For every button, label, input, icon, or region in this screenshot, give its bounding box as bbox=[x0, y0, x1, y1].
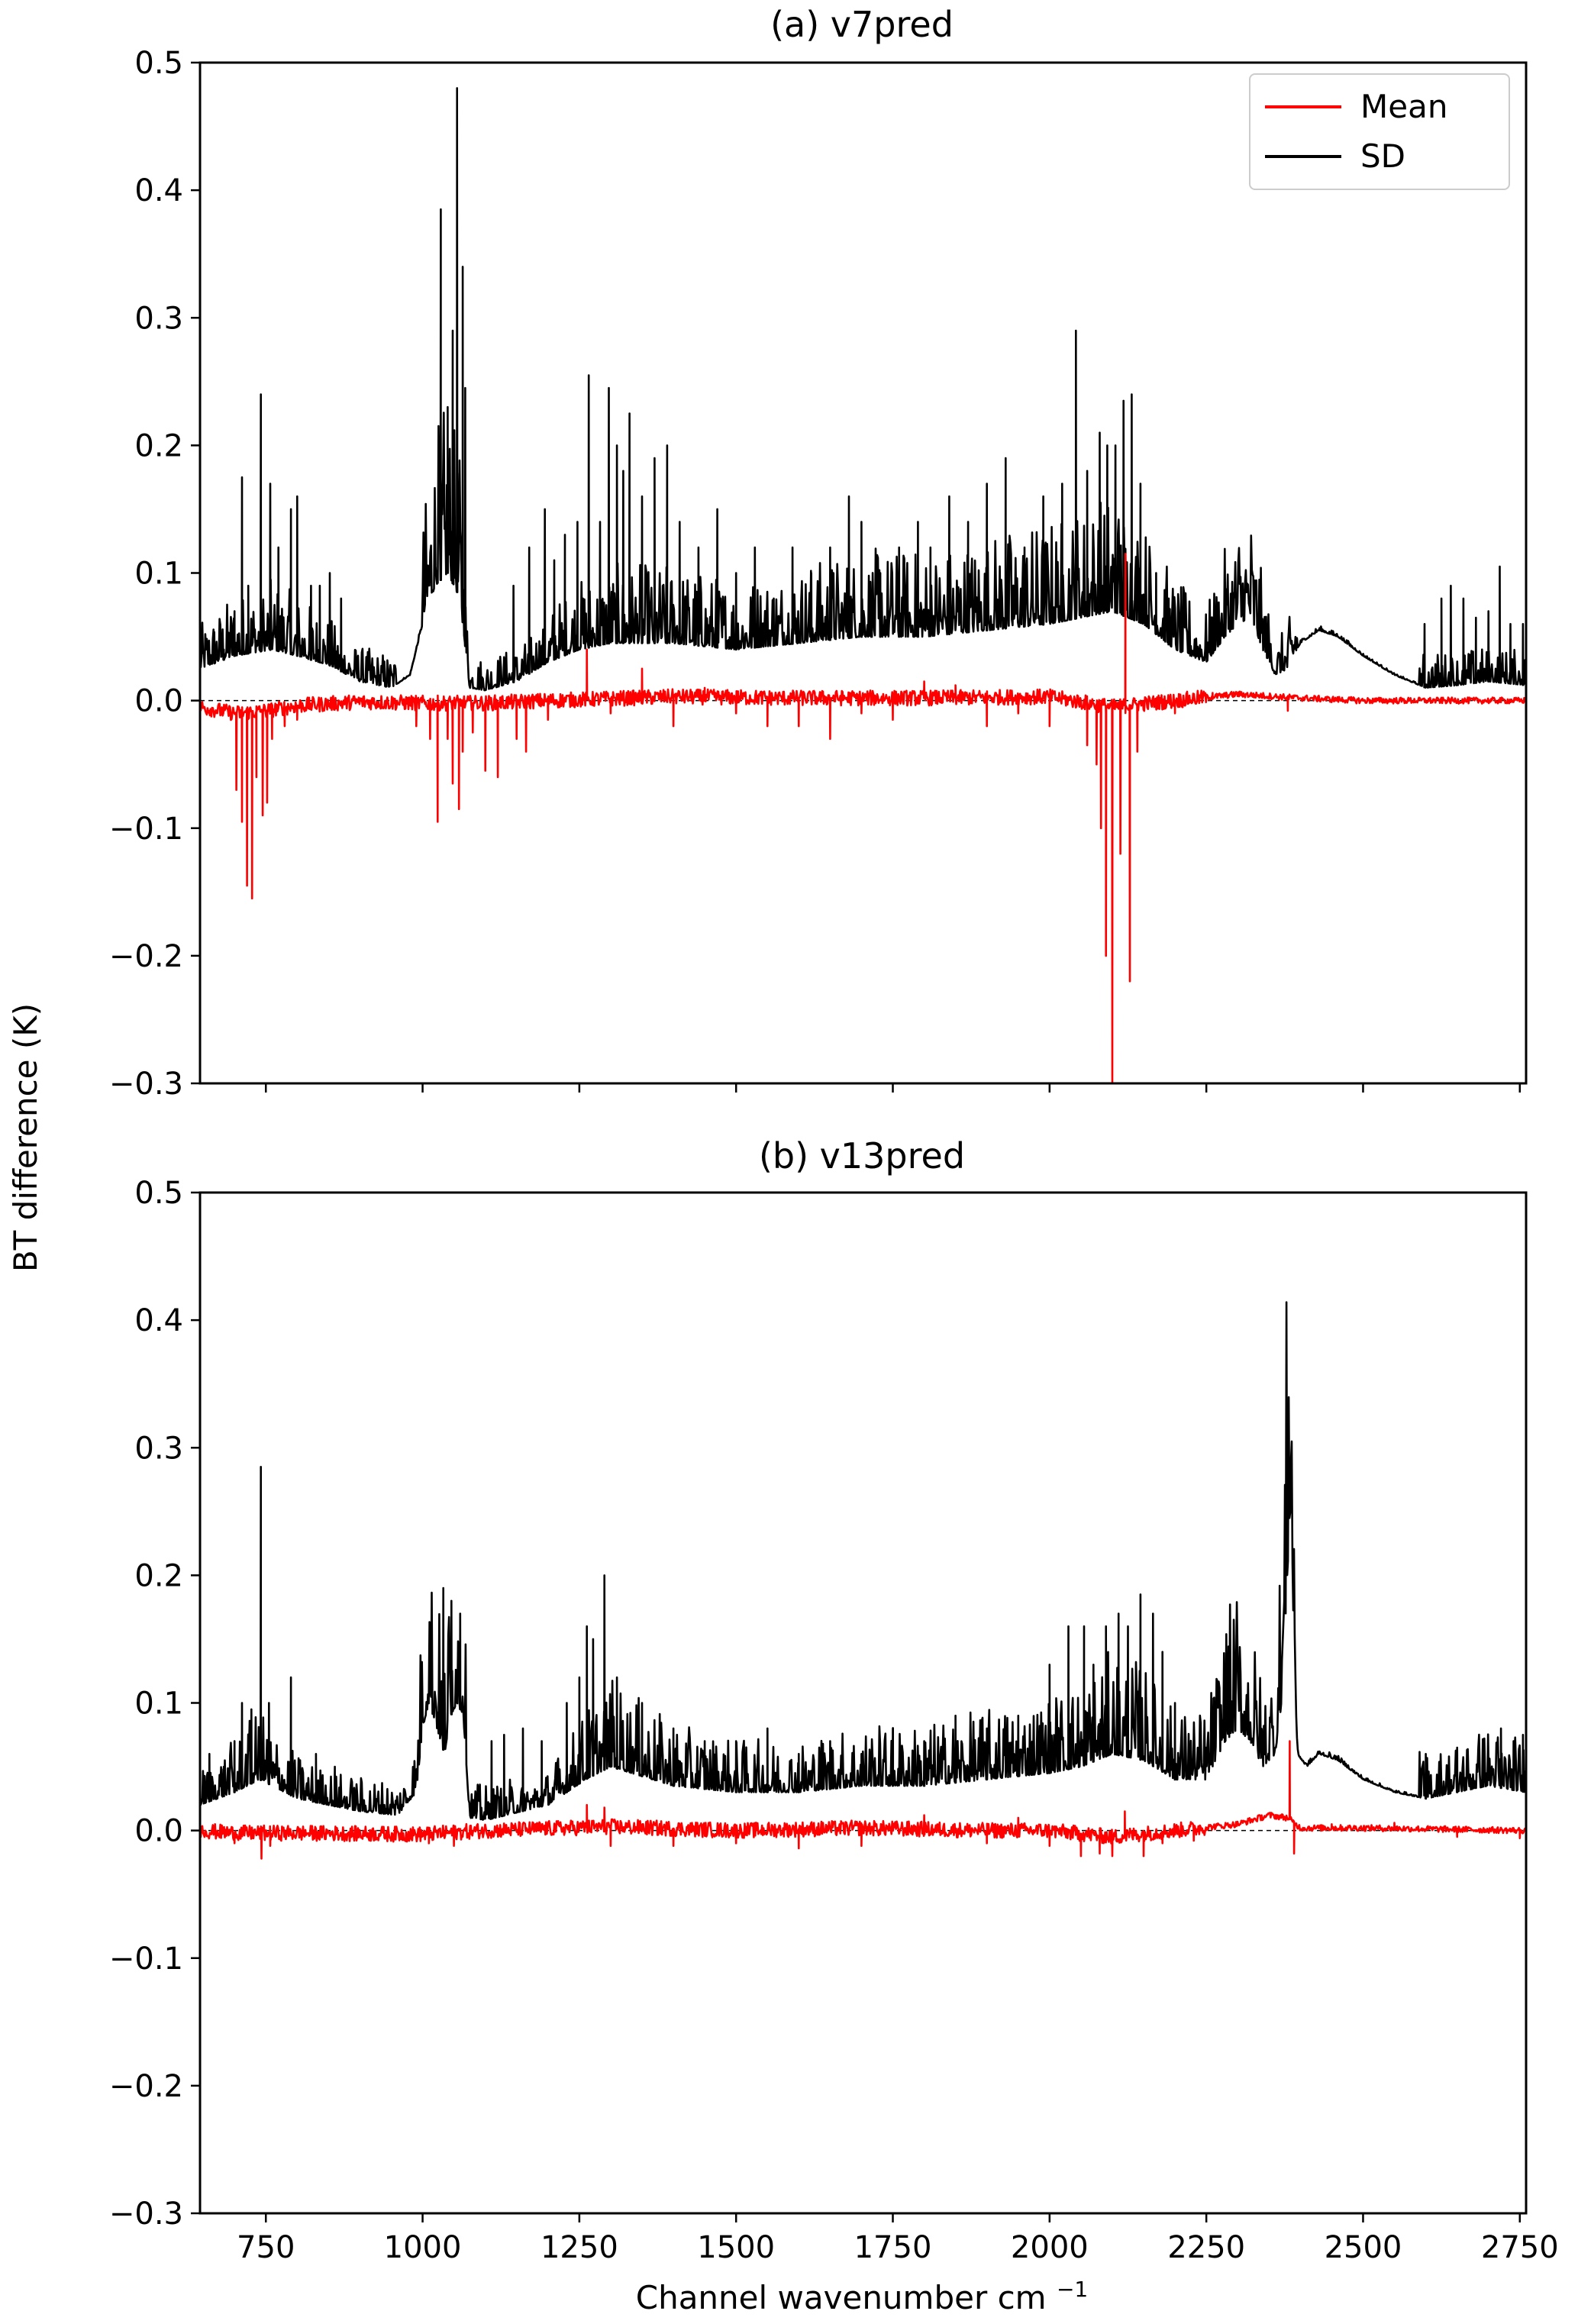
y-tick-label: 0.0 bbox=[134, 1814, 183, 1849]
y-tick-label: 0.5 bbox=[134, 1176, 183, 1211]
y-tick-label: −0.3 bbox=[109, 1067, 183, 1102]
y-tick-label: 0.1 bbox=[134, 557, 183, 592]
y-tick-label: −0.3 bbox=[109, 2197, 183, 2232]
legend-sd-label: SD bbox=[1360, 137, 1405, 175]
y-tick-label: 0.3 bbox=[134, 1431, 183, 1466]
x-tick-label: 1500 bbox=[697, 2230, 775, 2265]
panel-a-title: (a) v7pred bbox=[770, 4, 954, 45]
panel-a-frame bbox=[198, 61, 1528, 1085]
series-sd-line bbox=[200, 1301, 1526, 1821]
x-tick-label: 2500 bbox=[1325, 2230, 1402, 2265]
panel-b-title: (b) v13pred bbox=[759, 1135, 965, 1177]
x-axis-title: Channel wavenumber cm −1 bbox=[636, 2277, 1088, 2316]
x-tick-label: 2250 bbox=[1167, 2230, 1245, 2265]
y-tick-label: −0.1 bbox=[109, 1942, 183, 1977]
x-tick-label: 1000 bbox=[384, 2230, 462, 2265]
panel-b-frame bbox=[198, 1191, 1528, 2215]
x-tick-label: 750 bbox=[237, 2230, 295, 2265]
legend: Mean SD bbox=[1249, 73, 1510, 190]
y-tick-label: 0.0 bbox=[134, 684, 183, 719]
series-mean-line bbox=[200, 1740, 1526, 1860]
panel-a-ticks: −0.3 −0.2 −0.1 0.0 0.1 0.2 0.3 0.4 0.5 bbox=[109, 46, 1522, 1102]
x-tick-label: 1750 bbox=[854, 2230, 932, 2265]
panel-b: (b) v13pred −0.3 −0.2 −0.1 0.0 0.1 0.2 0.3 0.4 0… bbox=[109, 1135, 1559, 2265]
y-axis-title: BT difference (K) bbox=[7, 1003, 44, 1272]
y-tick-label: 0.4 bbox=[134, 1303, 183, 1338]
x-tick-label: 1250 bbox=[541, 2230, 618, 2265]
panel-b-plot bbox=[200, 1301, 1526, 1860]
x-tick-label: 2750 bbox=[1481, 2230, 1559, 2265]
y-tick-label: −0.1 bbox=[109, 812, 183, 847]
y-tick-label: 0.2 bbox=[134, 1558, 183, 1593]
x-axis-title-superscript: −1 bbox=[1057, 2277, 1088, 2302]
y-tick-label: 0.2 bbox=[134, 428, 183, 463]
x-tick-label: 2000 bbox=[1011, 2230, 1089, 2265]
y-tick-label: −0.2 bbox=[109, 2069, 183, 2104]
panel-a-plot bbox=[200, 87, 1526, 1083]
y-tick-label: 0.3 bbox=[134, 301, 183, 336]
legend-mean-label: Mean bbox=[1360, 88, 1447, 125]
panel-a: (a) v7pred −0.3 −0.2 −0.1 0.0 0.1 0.2 0.3 0.4 0.… bbox=[109, 4, 1528, 1102]
y-tick-label: −0.2 bbox=[109, 939, 183, 974]
legend-box bbox=[1249, 73, 1510, 190]
y-tick-label: 0.4 bbox=[134, 173, 183, 208]
x-axis-title-main: Channel wavenumber cm bbox=[636, 2279, 1047, 2316]
series-mean-line bbox=[200, 553, 1526, 1083]
series-sd-line bbox=[200, 87, 1526, 692]
panel-b-ticks: −0.3 −0.2 −0.1 0.0 0.1 0.2 0.3 0.4 0.5 750 1000 125… bbox=[109, 1176, 1559, 2265]
y-tick-label: 0.1 bbox=[134, 1687, 183, 1722]
y-tick-label: 0.5 bbox=[134, 46, 183, 81]
